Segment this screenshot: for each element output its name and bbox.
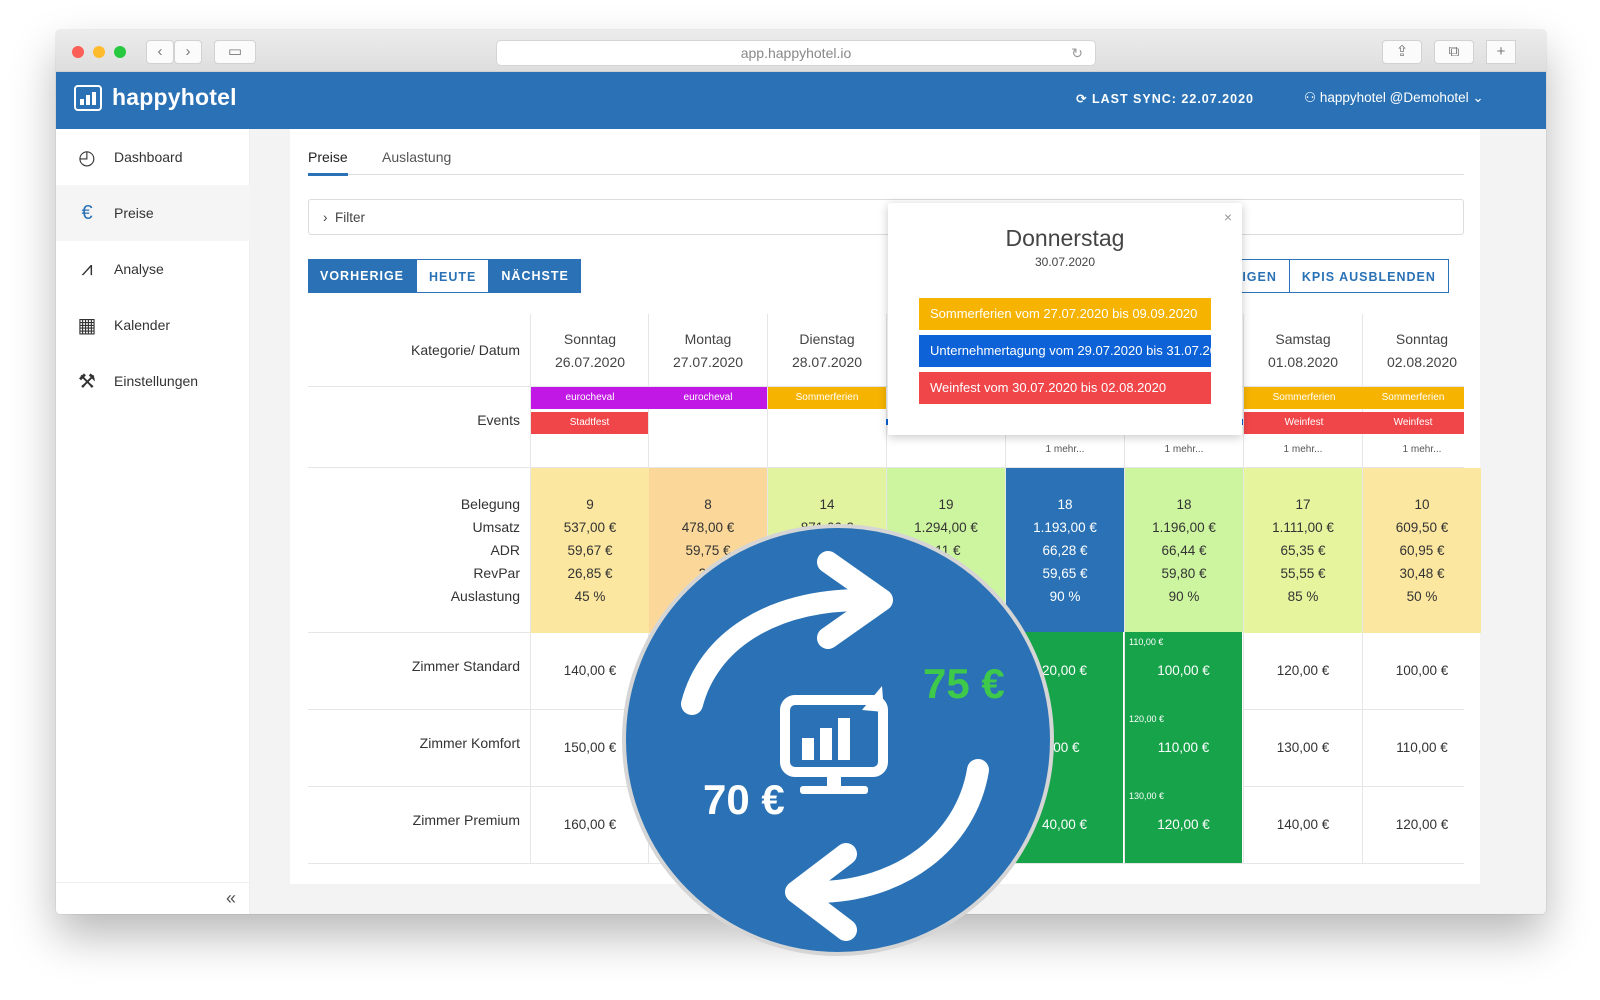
- popup-event-weinfest[interactable]: Weinfest vom 30.07.2020 bis 02.08.2020: [919, 372, 1211, 404]
- chart-logo-icon: [74, 84, 102, 111]
- main-content: Preise Auslastung › Filter VORHERIGE HEU…: [290, 129, 1481, 884]
- kpi-labels: Belegung Umsatz ADR RevPar Auslastung: [450, 496, 520, 604]
- forward-button[interactable]: ›: [174, 40, 202, 64]
- popup-title: Donnerstag: [1005, 225, 1125, 251]
- event-bar-stadtfest[interactable]: Stadtfest: [531, 412, 648, 434]
- event-bar-sommerferien[interactable]: Sommerferien: [768, 387, 886, 409]
- sidebar-item-analyse[interactable]: ⩘ Analyse: [56, 241, 250, 297]
- chevron-down-icon: ⌄: [1468, 90, 1484, 105]
- share-icon[interactable]: ⇪: [1382, 40, 1422, 64]
- event-bar-weinfest[interactable]: Weinfest Weinfest: [1244, 412, 1464, 434]
- kpi-buttons: EIGEN KPIS AUSBLENDEN: [1220, 259, 1449, 293]
- more-events-link[interactable]: 1 mehr...: [1164, 444, 1204, 455]
- category-date-header: Kategorie/ Datum: [411, 342, 520, 358]
- day-header[interactable]: Dienstag 28.07.2020: [791, 331, 863, 370]
- kpi-cell[interactable]: 18 1.196,00 €66,44 €59,80 €90 %: [1125, 468, 1243, 633]
- more-events-link[interactable]: 1 mehr...: [1045, 444, 1085, 455]
- kpi-cell[interactable]: 9 537,00 €59,67 €26,85 €45 %: [531, 468, 649, 633]
- calendar-icon: ▦: [77, 314, 97, 337]
- room-label-komfort: Zimmer Komfort: [419, 735, 520, 751]
- minimize-window-button[interactable]: [93, 46, 105, 58]
- tabs-overview-icon[interactable]: ⧉: [1434, 40, 1474, 64]
- room-label-standard: Zimmer Standard: [411, 658, 520, 674]
- sync-icon: ⟳: [1076, 92, 1092, 106]
- price-cell-adjusted[interactable]: 130,00 €120,00 €: [1125, 786, 1243, 863]
- brand-name: happyhotel: [112, 84, 237, 110]
- previous-button[interactable]: VORHERIGE: [308, 259, 417, 293]
- line-chart-icon: ⩘: [81, 257, 93, 280]
- price-cell[interactable]: 150,00 €: [563, 740, 617, 755]
- price-cell-adjusted[interactable]: 110,00 €100,00 €: [1125, 632, 1243, 709]
- url-text: app.happyhotel.io: [740, 45, 852, 61]
- date-nav-buttons: VORHERIGE HEUTE NÄCHSTE: [308, 259, 581, 293]
- day-header[interactable]: Samstag 01.08.2020: [1267, 331, 1339, 370]
- speedometer-icon: ◴: [78, 146, 96, 169]
- user-icon: ⚇: [1304, 90, 1320, 105]
- room-label-premium: Zimmer Premium: [412, 812, 520, 828]
- sidebar-item-einstellungen[interactable]: ⚒ Einstellungen: [56, 353, 250, 409]
- more-events-link[interactable]: 1 mehr...: [1283, 444, 1323, 455]
- tab-preise[interactable]: Preise: [308, 149, 348, 176]
- price-cell[interactable]: 110,00 €: [1396, 740, 1448, 755]
- day-detail-popup: × Donnerstag 30.07.2020 Sommerferien vom…: [888, 203, 1242, 435]
- chevron-right-icon: ›: [323, 210, 335, 225]
- filter-panel[interactable]: › Filter: [308, 199, 1464, 235]
- old-price: 70 €: [703, 776, 785, 823]
- new-tab-icon[interactable]: +: [1486, 40, 1516, 64]
- popup-event-sommerferien[interactable]: Sommerferien vom 27.07.2020 bis 09.09.20…: [919, 298, 1211, 330]
- price-sync-overlay: 70 € 75 €: [622, 524, 1054, 956]
- sidebar: ◴ Dashboard € Preise ⩘ Analyse ▦ Kalender ⚒ E…: [56, 129, 250, 914]
- price-cell[interactable]: 120,00 €: [1395, 817, 1449, 832]
- new-price: 75 €: [923, 660, 1005, 707]
- sidebar-item-preise[interactable]: € Preise: [56, 185, 250, 241]
- today-button[interactable]: HEUTE: [416, 259, 490, 293]
- monitor-chart-icon: [780, 686, 888, 794]
- last-sync[interactable]: ⟳ LAST SYNC: 22.07.2020: [1076, 92, 1254, 106]
- popup-event-unternehmertagung[interactable]: Unternehmertagung vom 29.07.2020 bis 31.…: [919, 335, 1211, 367]
- hide-kpis-button[interactable]: KPIS AUSBLENDEN: [1289, 259, 1449, 293]
- price-cell[interactable]: 140,00 €: [563, 663, 617, 678]
- day-header[interactable]: Sonntag 26.07.2020: [554, 331, 626, 370]
- events-label: Events: [477, 412, 520, 428]
- next-button[interactable]: NÄCHSTE: [489, 259, 581, 293]
- day-header[interactable]: Sonntag 02.08.2020: [1386, 331, 1458, 370]
- kpi-cell[interactable]: 10 609,50 €60,95 €30,48 €50 %: [1363, 468, 1481, 633]
- browser-window: ‹ › ▭ app.happyhotel.io ↻ ⇪ ⧉ + happyhot…: [56, 30, 1546, 914]
- sidebar-toggle-icon[interactable]: ▭: [214, 40, 256, 64]
- app-header: happyhotel ⟳ LAST SYNC: 22.07.2020 ⚇ hap…: [56, 72, 1546, 129]
- browser-chrome: ‹ › ▭ app.happyhotel.io ↻ ⇪ ⧉ +: [56, 30, 1546, 72]
- price-cell[interactable]: 100,00 €: [1395, 663, 1449, 678]
- refresh-arrows-icon: [681, 551, 989, 941]
- kpi-cell[interactable]: 17 1.111,00 €65,35 €55,55 €85 %: [1244, 468, 1362, 633]
- euro-icon: €: [81, 201, 93, 224]
- collapse-sidebar-button[interactable]: «: [56, 882, 250, 914]
- price-cell-adjusted[interactable]: 120,00 €110,00 €: [1125, 709, 1243, 786]
- price-cell[interactable]: 130,00 €: [1276, 740, 1330, 755]
- close-icon[interactable]: ×: [1223, 209, 1232, 225]
- user-menu[interactable]: ⚇ happyhotel @Demohotel ⌄: [1304, 90, 1484, 105]
- brand-logo[interactable]: happyhotel: [74, 84, 237, 111]
- sidebar-item-dashboard[interactable]: ◴ Dashboard: [56, 129, 250, 185]
- zoom-window-button[interactable]: [114, 46, 126, 58]
- more-events-link[interactable]: 1 mehr...: [1402, 444, 1442, 455]
- kpi-cell-selected[interactable]: 18 1.193,00 €66,28 €59,65 €90 %: [1006, 468, 1124, 633]
- price-cell[interactable]: 120,00 €: [1276, 663, 1330, 678]
- wrench-icon: ⚒: [78, 370, 96, 393]
- tab-bar: Preise Auslastung: [308, 149, 1464, 176]
- day-header[interactable]: Montag 27.07.2020: [672, 331, 744, 370]
- event-bar-eurocheval[interactable]: eurocheval eurocheval: [531, 387, 767, 409]
- close-window-button[interactable]: [72, 46, 84, 58]
- address-bar[interactable]: app.happyhotel.io ↻: [496, 40, 1096, 66]
- back-button[interactable]: ‹: [146, 40, 174, 64]
- event-bar-sommerferien[interactable]: Sommerferien Sommerferien: [1244, 387, 1464, 409]
- sidebar-item-kalender[interactable]: ▦ Kalender: [77, 314, 171, 337]
- reload-icon[interactable]: ↻: [1071, 45, 1083, 61]
- tab-auslastung[interactable]: Auslastung: [382, 149, 452, 165]
- price-cell[interactable]: 140,00 €: [1276, 817, 1330, 832]
- popup-date: 30.07.2020: [1034, 255, 1096, 269]
- price-cell[interactable]: 160,00 €: [563, 817, 617, 832]
